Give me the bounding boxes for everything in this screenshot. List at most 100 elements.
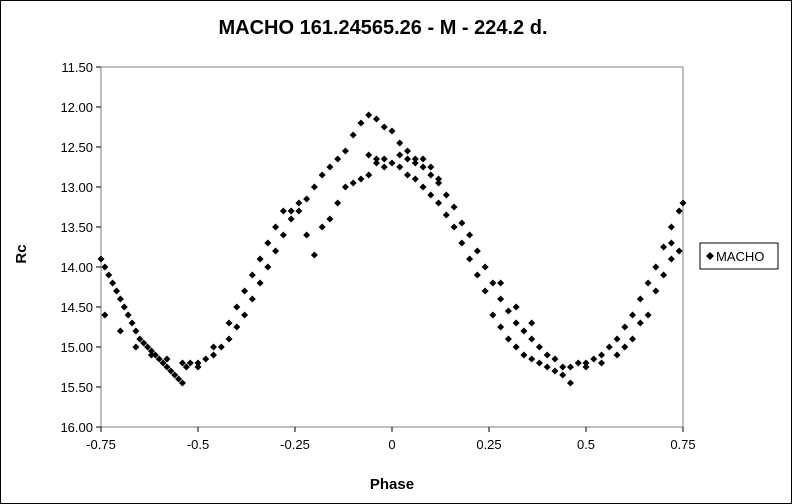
data-point (652, 287, 660, 295)
data-point (435, 175, 443, 183)
data-point (303, 195, 311, 203)
data-point (318, 171, 326, 179)
data-point (380, 155, 388, 163)
data-point (101, 263, 109, 271)
data-point (388, 127, 396, 135)
data-point (163, 355, 171, 363)
data-point (233, 323, 241, 331)
y-tick-label: 11.50 (61, 60, 93, 75)
data-point (450, 223, 458, 231)
data-point (613, 335, 621, 343)
data-point (512, 303, 520, 311)
data-point (210, 343, 218, 351)
data-point (136, 335, 144, 343)
data-point (256, 279, 264, 287)
data-point (419, 155, 427, 163)
data-point (155, 355, 163, 363)
data-point (512, 343, 520, 351)
chart-title: MACHO 161.24565.26 - M - 224.2 d. (218, 17, 547, 39)
data-point (450, 203, 458, 211)
y-tick-label: 15.50 (60, 380, 93, 395)
data-point (264, 263, 272, 271)
data-point (435, 179, 443, 187)
data-point (679, 199, 687, 207)
x-tick-label: 0.5 (577, 437, 595, 452)
data-point (667, 239, 675, 247)
data-point (97, 255, 105, 263)
data-point (636, 295, 644, 303)
data-point (116, 295, 124, 303)
data-point (178, 359, 186, 367)
data-point (504, 335, 512, 343)
data-point (629, 311, 637, 319)
data-point (295, 199, 303, 207)
x-axis-title: Phase (370, 476, 414, 493)
data-point (159, 359, 167, 367)
data-point (272, 223, 280, 231)
data-point (372, 115, 380, 123)
data-point (613, 351, 621, 359)
data-point (279, 231, 287, 239)
data-point (598, 359, 606, 367)
data-point (473, 247, 481, 255)
data-point (105, 271, 113, 279)
data-point (178, 379, 186, 387)
data-point (357, 119, 365, 127)
data-point (528, 355, 536, 363)
y-tick-label: 12.00 (60, 100, 93, 115)
data-point (559, 371, 567, 379)
data-point (419, 183, 427, 191)
data-point (372, 159, 380, 167)
data-point (489, 311, 497, 319)
data-point (264, 239, 272, 247)
data-point (605, 343, 613, 351)
data-point (326, 163, 334, 171)
data-point (629, 335, 637, 343)
data-point (175, 375, 183, 383)
data-point (675, 207, 683, 215)
data-point (101, 311, 109, 319)
data-point (497, 279, 505, 287)
data-point (303, 231, 311, 239)
data-point (660, 243, 668, 251)
x-tick-label: -0.5 (187, 437, 209, 452)
data-point (528, 335, 536, 343)
data-point (349, 179, 357, 187)
data-point (512, 319, 520, 327)
data-point (116, 327, 124, 335)
data-point (233, 303, 241, 311)
data-point (543, 363, 551, 371)
data-point (241, 311, 249, 319)
data-point (574, 359, 582, 367)
y-axis: 11.50 12.00 12.50 13.00 13.50 14.00 14.50 15.00… (60, 60, 101, 435)
data-point (598, 351, 606, 359)
data-point (109, 279, 117, 287)
y-tick-label: 12.50 (60, 140, 93, 155)
y-tick-label: 13.00 (60, 180, 93, 195)
data-point (466, 231, 474, 239)
data-point (171, 371, 179, 379)
data-point (334, 199, 342, 207)
legend-label: MACHO (716, 249, 764, 264)
x-tick-label: 0.75 (670, 437, 695, 452)
data-point (590, 355, 598, 363)
data-point (349, 131, 357, 139)
data-point (194, 363, 202, 371)
data-point (341, 183, 349, 191)
data-point (543, 351, 551, 359)
data-point (396, 139, 404, 147)
data-series-macho (97, 111, 687, 387)
data-point (396, 151, 404, 159)
data-point (442, 211, 450, 219)
data-point (435, 199, 443, 207)
data-point (458, 219, 466, 227)
data-point (652, 263, 660, 271)
data-point (504, 307, 512, 315)
data-point (481, 287, 489, 295)
data-point (380, 163, 388, 171)
data-point (132, 343, 140, 351)
plot-area (100, 66, 684, 428)
data-point (621, 323, 629, 331)
data-point (404, 147, 412, 155)
x-tick-label: -0.75 (86, 437, 116, 452)
